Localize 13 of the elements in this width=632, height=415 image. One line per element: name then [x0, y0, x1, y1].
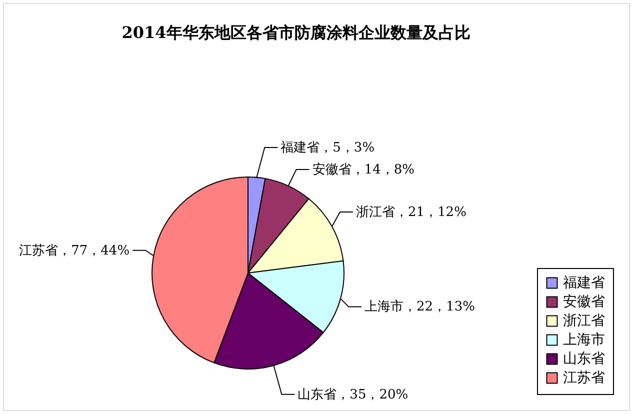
legend-label: 福建省 — [563, 275, 605, 291]
legend-label: 浙江省 — [563, 313, 605, 329]
legend-label: 山东省 — [563, 351, 605, 367]
legend-label: 江苏省 — [563, 370, 605, 386]
chart-title: 2014年华东地区各省市防腐涂料企业数量及占比 — [122, 23, 470, 42]
legend-label: 上海市 — [563, 332, 605, 348]
data-label: 江苏省，77，44% — [19, 243, 130, 258]
legend-label: 安徽省 — [563, 294, 605, 310]
data-label: 福建省，5，3% — [280, 140, 375, 156]
data-label: 上海市，22，13% — [364, 300, 475, 315]
data-label: 浙江省，21，12% — [356, 204, 466, 220]
data-label: 安徽省，14，8% — [312, 162, 414, 178]
data-label: 山东省，35，20% — [298, 387, 408, 402]
